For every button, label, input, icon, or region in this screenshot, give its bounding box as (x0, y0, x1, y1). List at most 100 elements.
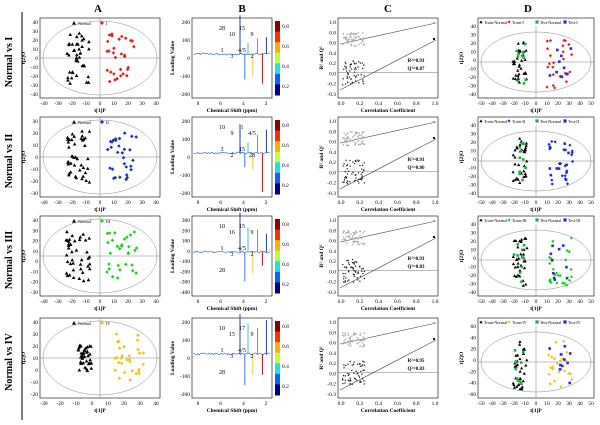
y-tick-label: 0.8 (329, 129, 336, 135)
train-group-point (565, 283, 569, 287)
test-group-point (566, 361, 569, 365)
test-normal-point (519, 381, 523, 385)
train-normal-point (516, 76, 520, 80)
x-tick-label: 8 (197, 200, 200, 206)
train-group-point (569, 267, 573, 271)
y-tick-label: 10 (33, 249, 39, 255)
x-axis-label: t[1]P (530, 207, 542, 213)
q2-point (353, 68, 356, 70)
q2-point (357, 66, 359, 68)
test-normal-point (521, 248, 524, 252)
train-normal-point (513, 77, 517, 81)
y-tick-label: 10 (33, 356, 39, 362)
group-point (122, 147, 127, 152)
legend-label: Train-II (512, 119, 526, 124)
test-normal-point (518, 170, 522, 174)
q2-point (344, 273, 346, 275)
y-tick-label: -60 (469, 392, 477, 398)
r2-point (355, 34, 357, 36)
x-tick-label: -40 (488, 101, 496, 107)
y-tick-label: 200 (182, 228, 191, 234)
q2-point (356, 277, 358, 279)
q2-point (359, 62, 361, 64)
test-normal-point (521, 178, 524, 182)
r2-regression-line (339, 220, 437, 243)
normal-point (83, 136, 87, 140)
normal-point (80, 356, 85, 360)
train-group-point (550, 178, 554, 182)
q2-point (353, 361, 355, 363)
train-group-point (555, 271, 559, 275)
x-tick-label: 10 (544, 200, 550, 206)
train-normal-point (518, 143, 522, 146)
train-normal-point (520, 58, 524, 62)
q2-point (349, 181, 351, 183)
r2-point (348, 236, 351, 239)
x-tick-label: 0.4 (375, 200, 382, 206)
q2-point (342, 165, 344, 167)
q2-point (354, 378, 356, 380)
train-normal-point (518, 369, 522, 373)
legend-label: Test-Normal (540, 218, 562, 223)
r2-point (348, 341, 350, 344)
r2-point (349, 131, 352, 133)
q2-point (347, 280, 349, 282)
r2-point (359, 243, 361, 246)
colorbar-tick-label: 0.6 (282, 242, 289, 248)
legend-marker-group (100, 219, 104, 223)
legend-label: Test-Normal (540, 119, 562, 124)
normal-point (74, 176, 79, 180)
legend-label: Test-III (568, 218, 581, 223)
normal-point (80, 270, 85, 274)
normal-point (82, 63, 86, 67)
q2-point (355, 370, 357, 373)
r2-point (350, 233, 352, 235)
test-group-point (565, 171, 568, 174)
group-point (137, 367, 141, 372)
q2-point (359, 178, 362, 180)
y-axis-label: t[2]O (459, 249, 465, 262)
peak-label: 28 (249, 153, 255, 159)
r2-point (342, 232, 344, 234)
group-point (107, 267, 112, 271)
x-tick-label: 50 (588, 299, 594, 305)
y-tick-label: -20 (469, 174, 477, 180)
normal-point (78, 168, 82, 172)
normal-point (85, 250, 89, 254)
train-group-point (551, 267, 555, 271)
y-tick-label: 30 (471, 231, 477, 237)
colorbar-tick-label: 0.8 (282, 123, 289, 129)
q2-point (351, 258, 354, 261)
q2-point (351, 267, 353, 269)
x-tick-label: -40 (488, 299, 496, 305)
r2-point (342, 334, 344, 336)
q2-point (347, 379, 349, 381)
panel-frame (191, 317, 273, 399)
x-tick-label: 50 (588, 200, 594, 206)
x-tick-label: -30 (40, 401, 48, 407)
q2-original-point (433, 236, 435, 238)
y-tick-label: 0.8 (329, 30, 336, 36)
r2-point (362, 339, 364, 341)
group-point (118, 268, 122, 272)
test-normal-point (522, 56, 525, 59)
y-axis-label: t[2]O (21, 150, 27, 163)
r2-point (358, 143, 360, 146)
train-normal-point (522, 347, 526, 351)
normal-point (77, 368, 82, 372)
group-point (129, 164, 133, 169)
x-tick-label: 40 (153, 101, 159, 107)
q2-point (348, 170, 350, 173)
q2-point (358, 61, 360, 63)
legend-marker (535, 218, 539, 222)
test-group-point (564, 178, 568, 182)
peak-label: 15 (239, 26, 245, 32)
test-normal-point (521, 158, 525, 161)
panel-frame (191, 116, 273, 198)
q2-point (355, 261, 357, 263)
train-group-point (548, 146, 553, 150)
x-tick-label: 6 (219, 401, 222, 407)
normal-point (78, 267, 83, 271)
r2-point (344, 238, 347, 241)
